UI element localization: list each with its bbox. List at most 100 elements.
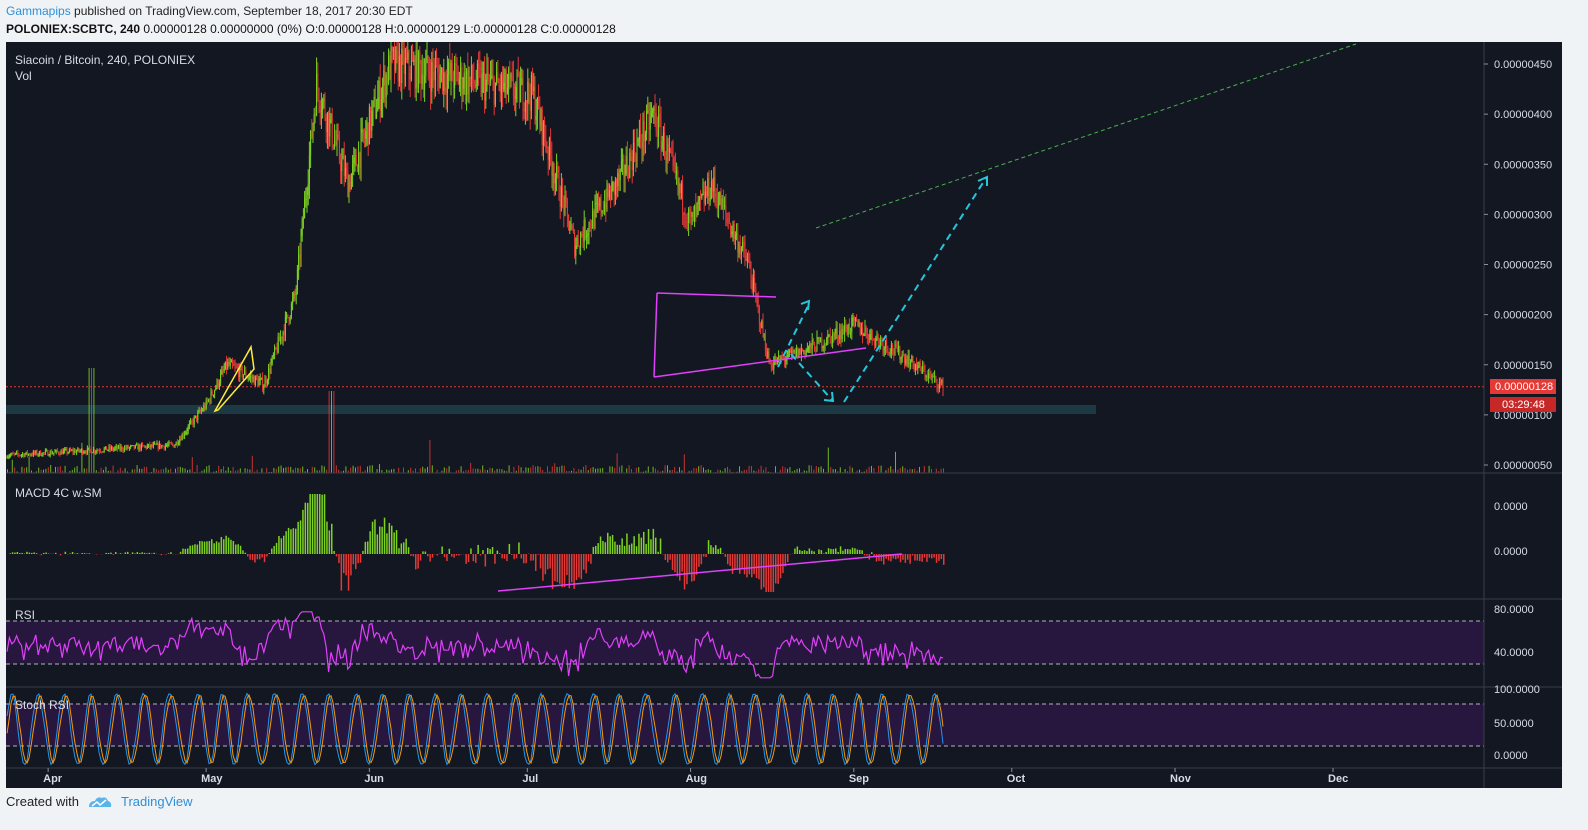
- candle-body: [233, 364, 235, 366]
- macd-bar: [703, 554, 705, 557]
- candle-body: [894, 343, 896, 354]
- macd-bar: [669, 554, 671, 560]
- macd-bar: [794, 548, 796, 554]
- candle-body: [595, 203, 597, 205]
- rsi-label: RSI: [15, 608, 35, 622]
- candle-body: [934, 375, 936, 377]
- candle-body: [730, 223, 732, 235]
- chart-canvas[interactable]: 0.000004500.000004000.000003500.00000300…: [6, 42, 1562, 788]
- volume-bar: [249, 469, 251, 473]
- candle-body: [71, 450, 73, 452]
- macd-bar: [271, 548, 273, 554]
- macd-bar: [777, 554, 779, 584]
- macd-bar: [285, 531, 287, 554]
- volume-bar: [69, 470, 71, 473]
- candle-body: [748, 259, 750, 261]
- macd-bar: [935, 554, 938, 563]
- candle-body: [485, 79, 487, 101]
- macd-bar: [635, 546, 638, 554]
- volume-bar: [407, 470, 409, 473]
- candle-body: [566, 201, 568, 215]
- candle-body: [186, 431, 188, 433]
- candle-body: [496, 72, 498, 83]
- candle-body: [811, 339, 813, 349]
- macd-bar: [729, 554, 731, 566]
- macd-bar: [779, 554, 782, 579]
- author-link[interactable]: Gammapips: [6, 4, 71, 18]
- macd-bar: [515, 554, 518, 559]
- macd-bar: [393, 532, 395, 554]
- candle-body: [907, 355, 909, 366]
- candle-body: [701, 194, 703, 198]
- candle-body: [630, 152, 632, 157]
- candle-body: [685, 221, 687, 223]
- candle-body: [492, 75, 494, 79]
- candle-body: [79, 450, 81, 452]
- candle-body: [883, 347, 885, 351]
- candle-body: [868, 339, 870, 341]
- volume-bar: [782, 466, 784, 473]
- macd-bar: [76, 553, 79, 554]
- macd-bar: [657, 551, 659, 554]
- macd-bar: [667, 554, 669, 563]
- macd-bar: [854, 548, 856, 554]
- candle-body: [356, 165, 358, 172]
- macd-bar: [124, 552, 127, 554]
- macd-bar: [64, 551, 67, 554]
- macd-bar: [655, 537, 657, 554]
- candle-body: [596, 202, 598, 204]
- macd-bar: [383, 517, 386, 554]
- candle-body: [830, 336, 832, 344]
- candle-body: [300, 235, 302, 260]
- volume-bar: [163, 469, 164, 473]
- volume-bar: [556, 466, 558, 473]
- candle-body: [575, 245, 577, 256]
- candle-body: [720, 192, 722, 210]
- candle-body: [176, 441, 178, 445]
- volume-bar: [86, 468, 88, 473]
- candle-body: [486, 72, 488, 80]
- volume-bar: [122, 470, 124, 473]
- volume-bar: [515, 470, 517, 473]
- macd-bar: [638, 533, 640, 554]
- volume-bar: [143, 466, 145, 473]
- volume-bar: [530, 467, 532, 473]
- macd-bar: [931, 554, 933, 559]
- volume-bar: [609, 466, 611, 473]
- candle-body: [172, 443, 174, 445]
- macd-bar: [571, 554, 573, 583]
- candle-body: [498, 83, 500, 85]
- macd-bar: [566, 554, 568, 576]
- macd-bar: [597, 543, 599, 554]
- macd-bar: [902, 554, 904, 560]
- candle-body: [673, 157, 675, 166]
- macd-bar: [909, 554, 911, 564]
- candle-body: [791, 350, 793, 353]
- volume-bar: [640, 471, 642, 473]
- candle-body: [348, 181, 350, 198]
- candle-body: [846, 330, 848, 335]
- volume-bar: [458, 469, 460, 473]
- macd-bar: [556, 554, 559, 583]
- candle-body: [680, 183, 682, 193]
- macd-bar: [427, 554, 429, 557]
- triangle-left-edge: [653, 292, 658, 378]
- candle-body: [422, 74, 424, 90]
- candle-body: [760, 323, 762, 329]
- macd-bar: [107, 552, 110, 554]
- macd-bar: [136, 552, 139, 554]
- volume-bar: [861, 471, 863, 473]
- candle-body: [535, 115, 537, 121]
- candle-body: [487, 72, 489, 82]
- volume-bar: [643, 471, 644, 473]
- volume-bar: [83, 468, 85, 473]
- macd-bar: [820, 550, 823, 554]
- tradingview-link[interactable]: TradingView: [120, 794, 193, 809]
- candle-body: [715, 193, 717, 198]
- candle-body: [168, 442, 170, 445]
- candle-body: [721, 198, 723, 210]
- candle-body: [244, 370, 246, 375]
- macd-bar: [607, 532, 609, 554]
- candle-body: [889, 352, 891, 354]
- candle-body: [370, 107, 372, 131]
